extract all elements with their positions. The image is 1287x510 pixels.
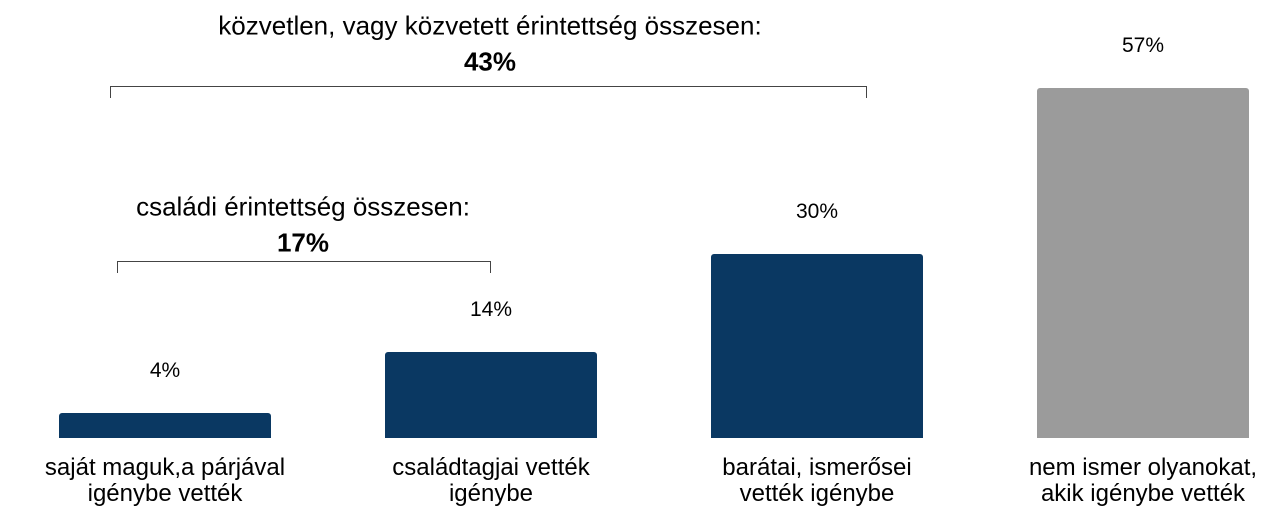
data-label: 4% — [149, 359, 181, 383]
bracket — [117, 261, 491, 273]
bar — [385, 352, 597, 438]
annotation-total: 17% — [276, 227, 330, 258]
x-tick-label: családtagjai vették igénybe — [392, 454, 590, 507]
annotation: családi érintettség összesen: — [136, 191, 470, 222]
data-label: 30% — [795, 199, 839, 223]
annotation-total: 43% — [463, 46, 517, 77]
bar — [711, 253, 923, 438]
bar — [59, 413, 271, 438]
data-label: 57% — [1121, 34, 1165, 58]
x-tick-label: barátai, ismerősei vették igénybe — [722, 454, 912, 507]
bar — [1037, 88, 1249, 438]
bracket — [110, 86, 867, 98]
annotation: közvetlen, vagy közvetett érintettség ös… — [218, 10, 762, 41]
data-label: 14% — [469, 298, 513, 322]
x-tick-label: nem ismer olyanokat, akik igénybe vették — [1028, 454, 1258, 507]
x-tick-label: saját maguk,a párjával igénybe vették — [44, 454, 286, 507]
